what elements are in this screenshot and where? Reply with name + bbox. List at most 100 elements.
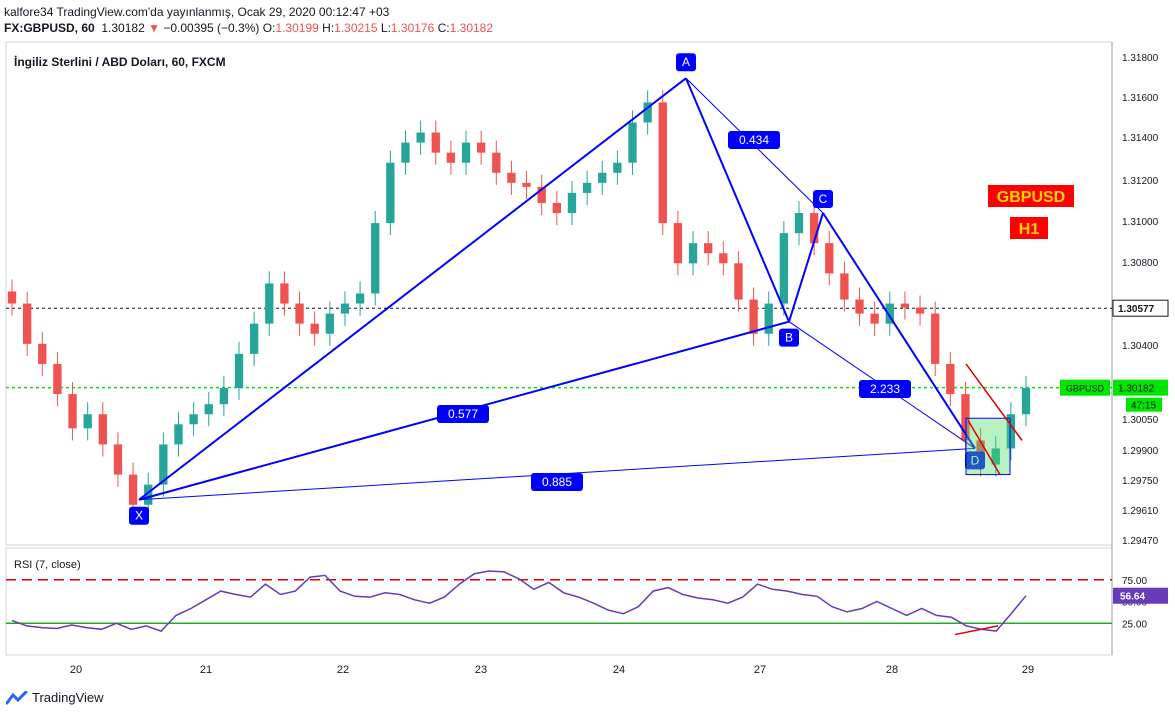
- pattern-point-label: A: [682, 55, 690, 69]
- y-tick-label: 1.31200: [1122, 176, 1159, 187]
- candle-body: [1021, 388, 1031, 415]
- pattern-leg: [822, 212, 976, 449]
- candle-body: [83, 414, 92, 429]
- symbol-tag: [1060, 379, 1110, 396]
- ratio-label: 0.434: [739, 133, 769, 147]
- candle-body: [1006, 414, 1016, 449]
- candle-body: [719, 253, 728, 264]
- close-label: C:: [437, 21, 450, 35]
- candle-body: [128, 474, 138, 505]
- candle-body: [68, 394, 77, 429]
- candle-body: [446, 152, 456, 163]
- candle-body: [552, 202, 561, 214]
- x-tick-label: 20: [70, 664, 82, 676]
- candle-body: [234, 353, 244, 389]
- candle-body: [779, 233, 789, 304]
- candle-body: [870, 313, 879, 324]
- pattern-point-marker: [779, 328, 799, 347]
- candle-body: [7, 291, 17, 304]
- candle-body: [189, 414, 198, 425]
- candle-body: [219, 388, 229, 405]
- y-tick-label: 1.29750: [1122, 476, 1159, 487]
- y-tick-label: 1.31600: [1122, 93, 1159, 104]
- candle-body: [340, 303, 350, 314]
- candle-body: [825, 243, 834, 274]
- candle-body: [280, 283, 289, 304]
- candle-body: [174, 424, 183, 445]
- tradingview-logo[interactable]: TradingView: [6, 690, 104, 705]
- open-label: O:: [262, 21, 276, 35]
- annotation-symbol: GBPUSD: [997, 189, 1065, 206]
- candle-body: [704, 243, 713, 254]
- candle-body: [431, 132, 440, 153]
- countdown-tag: [1126, 397, 1162, 412]
- close-value: 1.30182: [449, 21, 494, 35]
- pattern-leg: [138, 77, 687, 501]
- y-tick-label: 1.29470: [1122, 536, 1159, 547]
- annotation-box: [988, 185, 1074, 207]
- rsi-divergence-line: [954, 625, 999, 636]
- candle-body: [613, 162, 622, 173]
- candle-body: [416, 132, 425, 143]
- pattern-point-label: B: [785, 331, 793, 345]
- symbol-ohlc-line: FX:GBPUSD, 60 1.30182 ▼ −0.00395 (−0.3%)…: [4, 21, 493, 35]
- candle-body: [249, 323, 259, 354]
- wedge-line: [965, 363, 1023, 441]
- high-value: 1.30215: [334, 21, 378, 35]
- candle-body: [386, 162, 395, 224]
- x-tick-label: 24: [613, 664, 625, 676]
- ratio-box: [531, 473, 583, 491]
- price-pane-frame: [5, 41, 1113, 546]
- y-tick-label: 1.31800: [1122, 53, 1159, 64]
- rsi-tick-label: 25.00: [1122, 619, 1147, 630]
- x-tick-label: 22: [337, 664, 349, 676]
- ratio-box: [437, 405, 489, 423]
- symbol-label: FX:GBPUSD, 60: [4, 21, 95, 35]
- candle-body: [22, 303, 32, 344]
- candle-body: [567, 192, 577, 214]
- pattern-point-label: C: [819, 192, 828, 206]
- candle-body: [688, 243, 698, 264]
- candle-body: [598, 172, 607, 183]
- pattern-point-marker: [129, 506, 149, 525]
- wedge-line: [967, 419, 1001, 475]
- y-tick-label: 1.30800: [1122, 258, 1159, 269]
- low-label: L:: [380, 21, 391, 35]
- x-tick-label: 27: [754, 664, 766, 676]
- candle-body: [522, 182, 531, 187]
- candle-body: [855, 299, 864, 314]
- pattern-leg: [685, 77, 790, 323]
- candle-body: [749, 299, 758, 334]
- candle-body: [507, 172, 516, 183]
- price-change: −0.00395 (−0.3%): [163, 21, 260, 35]
- candle-body: [991, 448, 1000, 465]
- candle-body: [734, 263, 743, 300]
- candle-body: [764, 303, 773, 334]
- candle-body: [371, 223, 380, 294]
- pattern-point-label: D: [971, 453, 980, 467]
- x-tick-label: 29: [1022, 664, 1034, 676]
- candle-body: [492, 152, 501, 173]
- candle-body: [53, 363, 62, 395]
- candle-body: [98, 414, 107, 445]
- level-price-tag: [1112, 299, 1169, 317]
- rsi-value-text: 56.64: [1120, 592, 1145, 603]
- candle-body: [658, 102, 667, 224]
- ratio-box: [728, 131, 780, 149]
- rsi-tick-label: 75.00: [1122, 576, 1147, 587]
- candle-body: [900, 303, 910, 308]
- ratio-label: 0.577: [448, 407, 478, 421]
- current-price-tag-text: 1.30182: [1118, 384, 1155, 395]
- candle-body: [461, 142, 471, 163]
- rsi-label: RSI (7, close): [14, 559, 81, 571]
- rsi-pane-frame: [5, 547, 1113, 656]
- last-price: 1.30182: [101, 21, 145, 35]
- y-tick-label: 1.30400: [1122, 341, 1159, 352]
- candle-body: [355, 293, 365, 304]
- candle-body: [477, 142, 486, 153]
- level-price-tag-text: 1.30577: [1118, 304, 1155, 315]
- chart-title: İngiliz Sterlini / ABD Doları, 60, FXCM: [14, 54, 226, 69]
- candle-body: [310, 323, 319, 334]
- target-box: [965, 417, 1011, 476]
